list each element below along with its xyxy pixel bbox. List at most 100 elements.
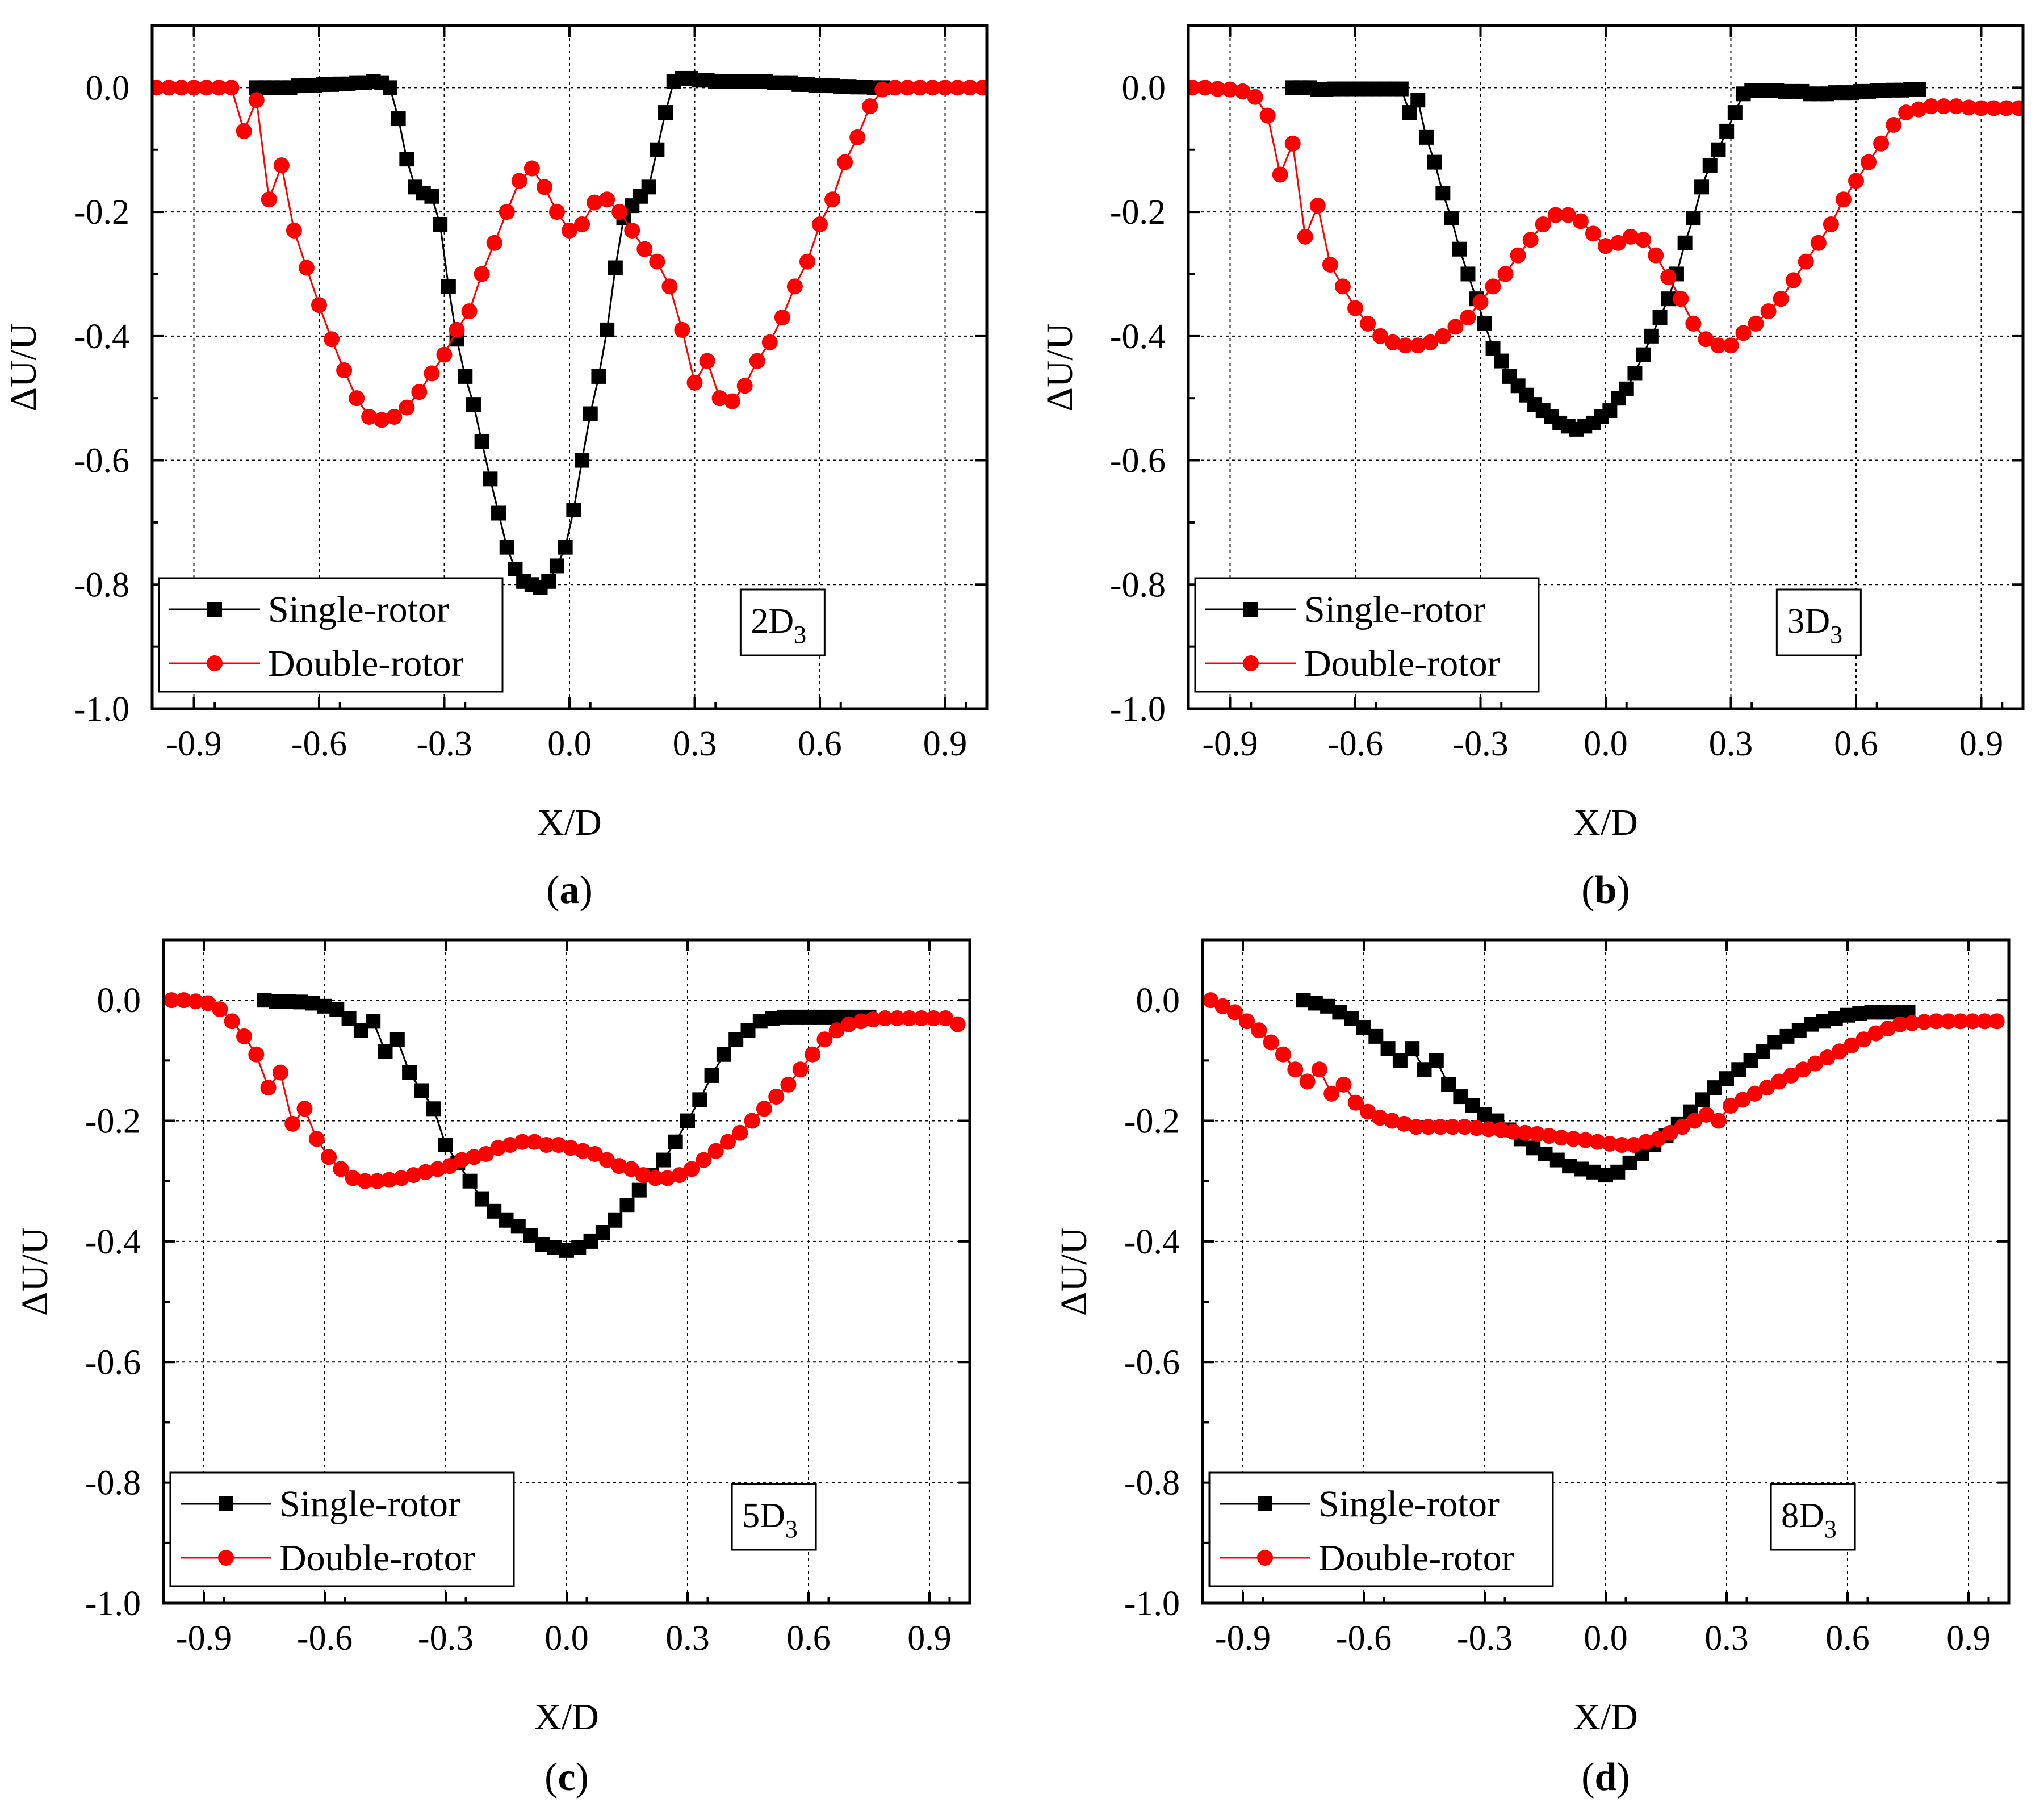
data-point <box>526 1134 543 1150</box>
y-tick-label: -0.2 <box>85 1102 141 1141</box>
data-point <box>671 1167 688 1184</box>
data-point <box>1517 1124 1533 1141</box>
data-point <box>696 1152 712 1168</box>
plot-frame <box>1187 24 2025 710</box>
data-point <box>611 1158 627 1174</box>
data-point <box>1936 98 1952 115</box>
data-point <box>1393 81 1409 97</box>
data-point <box>792 1061 809 1078</box>
data-point <box>692 1092 707 1107</box>
data-point <box>1746 1085 1763 1102</box>
data-point <box>1952 1013 1968 1030</box>
data-point <box>1723 1098 1739 1114</box>
data-point <box>474 434 489 449</box>
data-point <box>308 1131 325 1147</box>
data-point <box>624 222 640 239</box>
y-tick-label: -1.0 <box>85 1584 141 1623</box>
legend-box <box>158 577 504 693</box>
legend-entry: Double-rotor <box>169 643 464 684</box>
y-tick-label: -0.2 <box>74 193 129 232</box>
data-point <box>1660 269 1677 285</box>
data-point <box>361 408 378 425</box>
x-tick-label: 0.9 <box>1959 725 2004 763</box>
data-point <box>1686 1113 1703 1129</box>
data-point <box>366 1014 381 1029</box>
y-tick-label: -0.2 <box>1110 193 1166 232</box>
data-point <box>1251 1022 1267 1039</box>
panel-label: (b) <box>1581 868 1630 912</box>
data-point <box>1880 1021 1896 1037</box>
data-point <box>636 241 653 257</box>
data-point <box>716 1047 731 1062</box>
data-point <box>1485 278 1501 295</box>
legend: Single-rotor Double-rotor <box>169 1471 515 1587</box>
y-axis-title: ΔU/U <box>1039 323 1080 411</box>
data-point <box>1372 1110 1388 1126</box>
data-point <box>562 222 577 239</box>
legend: Single-rotor Double-rotor <box>1194 577 1540 693</box>
data-point <box>1485 341 1501 356</box>
data-point <box>433 216 448 232</box>
data-point <box>462 1173 478 1189</box>
data-point <box>1986 100 2002 116</box>
data-point <box>1771 1073 1787 1090</box>
data-point <box>799 253 815 270</box>
legend-entry: Double-rotor <box>181 1537 475 1579</box>
plot-frame <box>1201 938 2011 1605</box>
data-point <box>296 1101 313 1117</box>
data-point <box>711 390 728 407</box>
data-point <box>1481 1121 1497 1138</box>
data-point <box>668 1134 683 1149</box>
data-point <box>1673 291 1689 307</box>
data-point <box>1287 1061 1304 1078</box>
data-point <box>1636 347 1651 362</box>
data-point <box>1735 325 1752 341</box>
legend-label: Double-rotor <box>1304 643 1500 684</box>
data-point <box>490 1140 506 1156</box>
data-point <box>1759 1080 1775 1096</box>
condition-annotation: 8D3 <box>1770 1483 1856 1551</box>
data-point <box>812 216 828 232</box>
data-point <box>563 1140 579 1156</box>
data-point <box>454 1152 470 1168</box>
data-point <box>198 80 215 96</box>
data-point <box>272 1064 288 1081</box>
data-point <box>1635 232 1652 248</box>
data-point <box>901 1010 918 1027</box>
data-point <box>828 1022 845 1039</box>
data-point <box>441 279 456 294</box>
data-point <box>1297 228 1313 245</box>
data-point <box>1940 1013 1957 1030</box>
x-tick-label: -0.3 <box>418 1619 474 1658</box>
data-point <box>248 92 265 108</box>
data-point <box>720 1134 736 1150</box>
data-point <box>608 260 623 275</box>
x-tick-label: -0.3 <box>1457 1619 1513 1658</box>
x-axis-title: X/D <box>1573 802 1638 843</box>
legend-entry: Single-rotor <box>181 1483 460 1525</box>
data-point <box>1961 99 1977 116</box>
data-point <box>949 1016 966 1032</box>
data-point <box>1239 1013 1255 1030</box>
data-point <box>417 1164 434 1180</box>
series-double-rotor <box>152 80 987 428</box>
data-point <box>1698 1106 1715 1123</box>
legend-marker <box>1257 1550 1273 1566</box>
data-point <box>1848 173 1864 189</box>
legend-marker <box>219 1496 233 1511</box>
x-tick-label: 0.6 <box>1825 1619 1870 1658</box>
data-point <box>541 574 556 589</box>
data-point <box>474 266 490 282</box>
data-point <box>631 1182 647 1198</box>
data-point <box>1638 1134 1654 1150</box>
data-point <box>286 222 302 239</box>
data-point <box>874 81 891 98</box>
data-point <box>824 191 841 208</box>
annotation-box <box>731 1483 817 1551</box>
data-point <box>1222 81 1238 98</box>
x-tick-label: 0.0 <box>544 1619 589 1658</box>
data-point <box>1644 328 1659 344</box>
y-tick-label: -0.8 <box>1110 566 1166 604</box>
data-point <box>899 80 916 96</box>
